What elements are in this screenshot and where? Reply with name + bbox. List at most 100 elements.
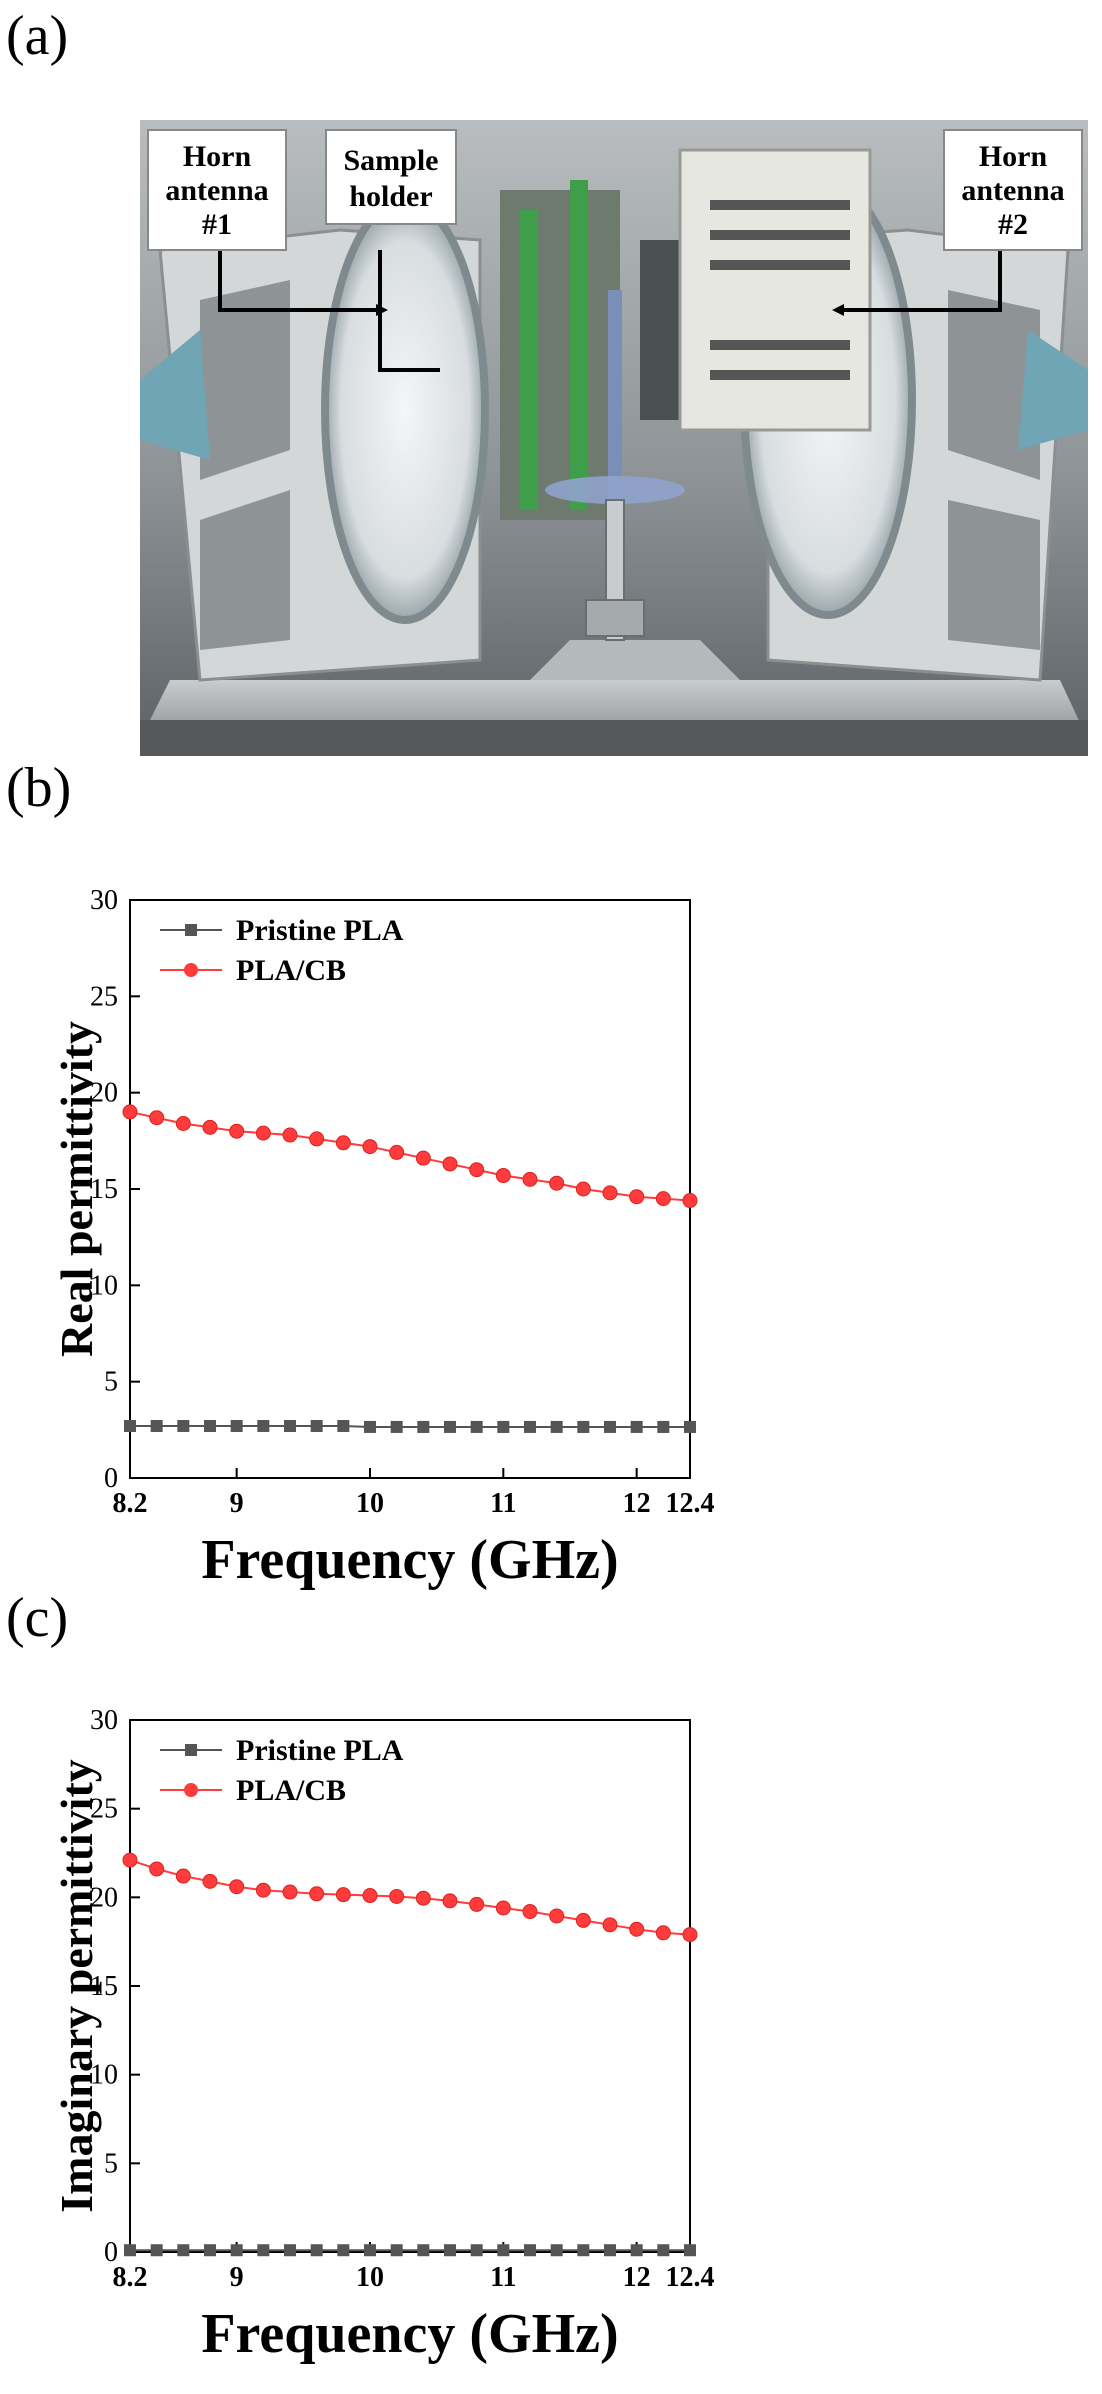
background-shelf — [500, 190, 620, 520]
point-pristine-pla-10 — [390, 1420, 403, 1433]
callout-line-horn2 — [840, 250, 1002, 312]
point-pristine-pla-16 — [550, 2244, 563, 2257]
callout-text-sample-2: holder — [349, 180, 432, 213]
y-tick-label-25: 25 — [90, 981, 118, 1012]
y-tick-label-25: 25 — [90, 1794, 118, 1825]
plot-frame — [129, 1719, 691, 2253]
point-pristine-pla-15 — [524, 2244, 536, 2257]
point-pristine-pla-2 — [177, 2244, 190, 2257]
y-tick-label-20: 20 — [90, 1882, 118, 1913]
point-pristine-pla-14 — [497, 2244, 510, 2257]
point-pristine-pla-3 — [204, 2244, 216, 2257]
point-pristine-pla-16 — [550, 1420, 563, 1433]
point-pristine-pla-15 — [524, 1420, 536, 1433]
point-pla-cb-21 — [682, 1927, 698, 1943]
y-axis-label: Imaginary permittivity — [51, 1759, 102, 2213]
series-line-pristine-pla — [130, 1424, 690, 1428]
y-tick-label-0: 0 — [104, 2237, 118, 2268]
setup-photo: Horn antenna #1 Sample holder Horn anten… — [140, 120, 1088, 756]
x-tick-label-11: 11 — [490, 1488, 516, 1519]
y-tick-label-10: 10 — [90, 2060, 118, 2091]
point-pla-cb-20 — [655, 1925, 671, 1941]
point-pristine-pla-4 — [230, 1419, 243, 1432]
point-pristine-pla-12 — [444, 1420, 456, 1433]
legend-label-pla-cb: PLA/CB — [236, 1774, 346, 1807]
point-pristine-pla-13 — [470, 2244, 483, 2257]
point-pristine-pla-1 — [150, 2244, 163, 2257]
panel-label-c: (c) — [6, 1587, 69, 1649]
legend-label-pristine-pla: Pristine PLA — [236, 914, 404, 947]
x-axis-label: Frequency (GHz) — [201, 2303, 618, 2365]
point-pla-cb-16 — [549, 1175, 565, 1191]
callout-text-horn2-1: Horn — [979, 140, 1048, 173]
point-pristine-pla-6 — [284, 2244, 296, 2257]
callout-box-horn1 — [147, 129, 287, 251]
point-pristine-pla-9 — [364, 1420, 376, 1433]
point-pla-cb-21 — [682, 1193, 698, 1209]
point-pristine-pla-8 — [337, 2244, 350, 2257]
point-pla-cb-3 — [202, 1873, 218, 1889]
callout-line-sample — [378, 250, 440, 372]
point-pla-cb-1 — [149, 1110, 165, 1126]
point-pla-cb-17 — [575, 1181, 591, 1197]
point-pristine-pla-21 — [684, 2244, 696, 2257]
point-pristine-pla-5 — [257, 2244, 270, 2257]
y-tick-label-20: 20 — [90, 1078, 118, 1109]
callout-box-sample — [325, 129, 457, 225]
point-pla-cb-18 — [602, 1917, 618, 1933]
x-tick-label-12: 12 — [623, 2262, 651, 2293]
point-pla-cb-11 — [415, 1150, 431, 1166]
point-pla-cb-4 — [229, 1879, 245, 1895]
point-pla-cb-11 — [415, 1890, 431, 1906]
point-pristine-pla-7 — [310, 1419, 323, 1432]
point-pla-cb-0 — [122, 1104, 138, 1120]
point-pristine-pla-19 — [630, 1420, 643, 1433]
point-pristine-pla-12 — [444, 2244, 456, 2257]
series-line-pla-cb — [129, 1110, 691, 1202]
series-line-pla-cb — [129, 1859, 691, 1936]
chart-real-permittivity: 0 5 10 15 20 25 30 8.2 9 10 11 12 12.4 Frequency (GHz… — [51, 885, 715, 1591]
point-pla-cb-10 — [389, 1144, 405, 1160]
legend-marker-pla-cb — [184, 963, 198, 977]
x-tick-label-12-4: 12.4 — [666, 2262, 715, 2293]
point-pristine-pla-19 — [630, 2244, 643, 2257]
callout-text-horn1-2: antenna — [165, 174, 268, 207]
point-pla-cb-3 — [202, 1119, 218, 1135]
x-tick-label-12-4: 12.4 — [666, 1488, 715, 1519]
callout-text-horn1-1: Horn — [183, 140, 252, 173]
point-pla-cb-4 — [229, 1123, 245, 1139]
legend-label-pla-cb: PLA/CB — [236, 954, 346, 987]
point-pristine-pla-10 — [390, 2244, 403, 2257]
point-pla-cb-19 — [629, 1189, 645, 1205]
point-pla-cb-7 — [309, 1886, 325, 1902]
point-pla-cb-15 — [522, 1171, 538, 1187]
x-tick-label-9: 9 — [230, 2262, 244, 2293]
legend-marker-pristine-pla — [185, 924, 197, 936]
point-pla-cb-0 — [122, 1852, 138, 1868]
y-tick-label-5: 5 — [104, 1367, 118, 1398]
point-pristine-pla-7 — [310, 2244, 323, 2257]
point-pristine-pla-20 — [657, 2244, 670, 2257]
point-pla-cb-5 — [255, 1882, 271, 1898]
point-pla-cb-15 — [522, 1904, 538, 1920]
y-tick-label-30: 30 — [90, 885, 118, 916]
point-pristine-pla-11 — [417, 2244, 430, 2257]
point-pristine-pla-18 — [604, 2244, 616, 2257]
point-pla-cb-5 — [255, 1125, 271, 1141]
legend-marker-pla-cb — [184, 1783, 198, 1797]
x-tick-label-8-2: 8.2 — [113, 1488, 148, 1519]
point-pla-cb-13 — [469, 1162, 485, 1178]
point-pristine-pla-2 — [177, 1419, 190, 1432]
point-pla-cb-9 — [362, 1139, 378, 1155]
x-axis-label: Frequency (GHz) — [201, 1529, 618, 1591]
y-tick-label-0: 0 — [104, 1463, 118, 1494]
point-pla-cb-20 — [655, 1191, 671, 1207]
y-tick-label-15: 15 — [90, 1971, 118, 2002]
point-pla-cb-18 — [602, 1185, 618, 1201]
point-pla-cb-8 — [335, 1887, 351, 1903]
point-pla-cb-2 — [175, 1868, 191, 1884]
legend-label-pristine-pla: Pristine PLA — [236, 1734, 404, 1767]
callout-text-sample-1: Sample — [343, 144, 438, 177]
point-pristine-pla-17 — [577, 2244, 590, 2257]
point-pristine-pla-17 — [577, 1420, 590, 1433]
